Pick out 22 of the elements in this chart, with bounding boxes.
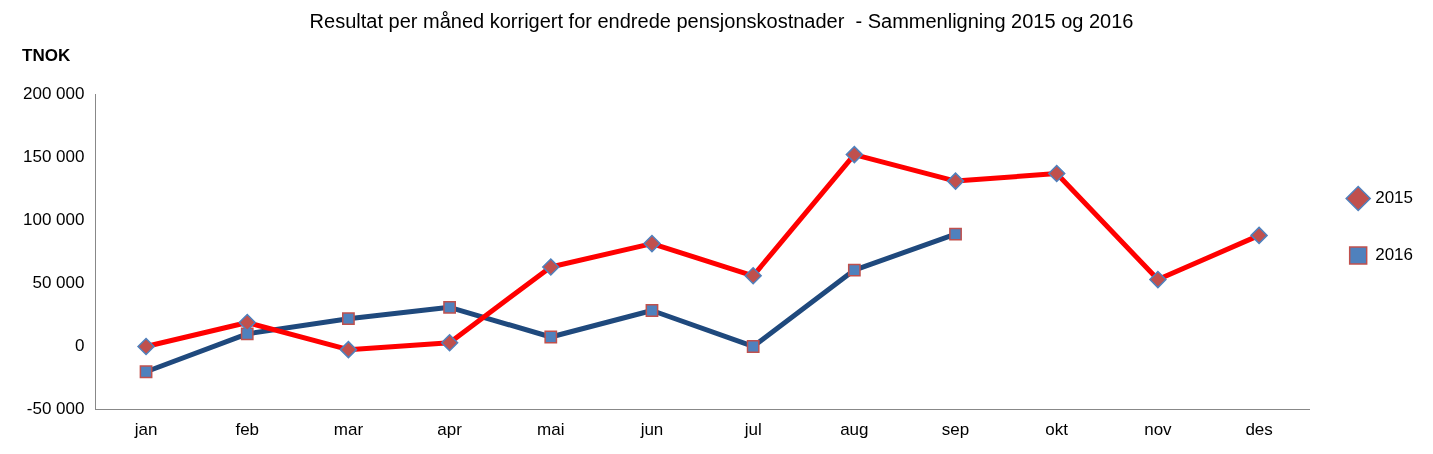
y-tick-label: 50 000 <box>32 273 85 293</box>
x-tick-label: jun <box>639 420 664 440</box>
y-tick-label: 150 000 <box>23 146 85 166</box>
x-tick-label: aug <box>840 420 869 440</box>
y-axis-title: TNOK <box>22 46 71 66</box>
legend-label: 2016 <box>1375 245 1414 265</box>
x-tick-label: jan <box>133 420 158 440</box>
x-tick-label: apr <box>437 420 463 440</box>
x-tick-label: des <box>1245 420 1273 440</box>
chart-title: Resultat per måned korrigert for endrede pensjonskostnader - Sammenligning 2015 og 2016 <box>309 9 1134 32</box>
x-tick-label: mai <box>537 420 565 440</box>
x-tick-label: nov <box>1144 420 1173 440</box>
y-tick-label: 0 <box>74 336 85 356</box>
x-tick-label: mar <box>333 420 364 440</box>
y-tick-label: 200 000 <box>23 83 85 103</box>
x-tick-label: jul <box>743 420 762 440</box>
y-tick-label: -50 000 <box>26 399 85 419</box>
y-tick-label: 100 000 <box>23 209 85 229</box>
x-tick-label: feb <box>235 420 260 440</box>
x-tick-label: sep <box>941 420 970 440</box>
legend-label: 2015 <box>1375 188 1414 208</box>
x-tick-label: okt <box>1045 420 1069 440</box>
